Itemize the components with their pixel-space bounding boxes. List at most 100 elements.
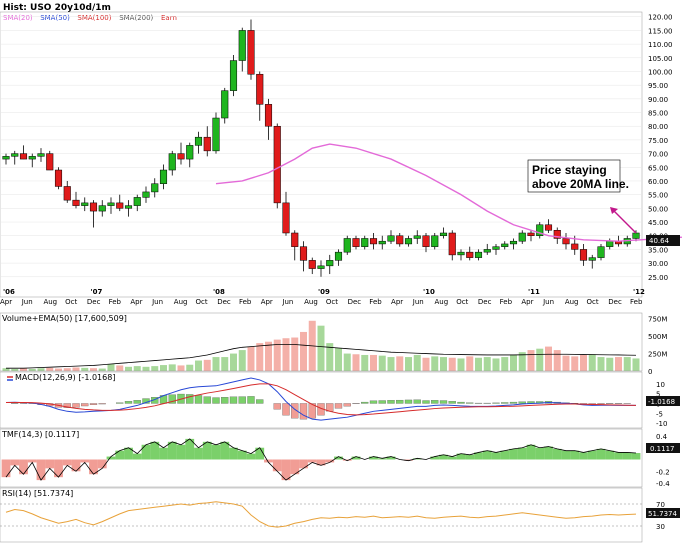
volume-bar <box>431 356 439 371</box>
candle-body <box>457 251 465 256</box>
candle-body <box>352 238 360 247</box>
candle-body <box>518 232 526 242</box>
candle-body <box>221 90 229 119</box>
volume-bar <box>588 354 596 371</box>
tmf-bar <box>54 459 63 478</box>
candle-body <box>527 232 535 236</box>
macd-histogram-bar <box>116 402 124 404</box>
x-year-label: '11 <box>528 288 540 296</box>
tmf-bar <box>386 456 396 460</box>
x-year-label: '09 <box>318 288 330 296</box>
candle-body <box>273 125 281 204</box>
price-tick-label: 105.00 <box>648 55 673 63</box>
tmf-bar <box>150 441 160 460</box>
rsi-label: RSI(14) [51.7374] <box>2 489 73 498</box>
x-month-label: Oct <box>65 298 77 306</box>
candle-body <box>413 235 421 239</box>
volume-bar <box>282 338 290 371</box>
x-month-label: Apr <box>130 298 142 306</box>
volume-bar <box>623 357 631 371</box>
macd-histogram-bar <box>299 403 308 420</box>
macd-histogram-bar <box>72 403 80 408</box>
macd-histogram-bar <box>247 396 255 404</box>
x-month-label: Feb <box>109 298 122 306</box>
candle-body <box>72 199 80 206</box>
tmf-bar <box>535 447 545 460</box>
tmf-bar <box>544 446 553 460</box>
candle-body <box>81 202 89 206</box>
candle-body <box>588 257 596 261</box>
tmf-bar <box>579 452 588 460</box>
x-month-label: Aug <box>174 298 188 306</box>
volume-bar <box>571 356 579 371</box>
price-tick-label: 85.00 <box>648 110 668 118</box>
candle-body <box>474 251 483 258</box>
candle-body <box>553 230 561 239</box>
candle-body <box>317 265 325 269</box>
price-tick-label: 80.00 <box>648 123 668 131</box>
tmf-bar <box>62 459 72 466</box>
tmf-bar <box>1 459 11 478</box>
volume-bar <box>11 368 19 371</box>
candle-body <box>264 104 273 127</box>
candle-body <box>448 232 456 256</box>
tmf-bar <box>439 454 448 460</box>
macd-histogram-bar <box>186 394 194 404</box>
volume-bar <box>396 356 404 371</box>
x-month-label: Aug <box>565 298 579 306</box>
tmf-tick-label: 0.4 <box>656 433 668 441</box>
volume-bar <box>81 367 89 371</box>
x-year-label: '08 <box>213 288 225 296</box>
x-month-label: Dec <box>348 298 362 306</box>
tmf-bar <box>369 456 378 460</box>
x-month-label: Oct <box>196 298 208 306</box>
volume-bar <box>230 353 237 371</box>
tmf-bar <box>132 453 142 460</box>
volume-bar <box>291 337 299 371</box>
candle-body <box>404 238 413 245</box>
price-tick-label: 115.00 <box>648 27 673 35</box>
volume-bar <box>142 366 150 371</box>
volume-bar <box>72 367 80 371</box>
macd-panel <box>0 371 643 429</box>
tmf-bar <box>500 450 510 460</box>
volume-bar <box>492 358 500 371</box>
macd-histogram-bar <box>422 400 430 404</box>
candle-body <box>439 232 448 236</box>
tmf-bar <box>316 459 326 466</box>
tmf-bar <box>71 459 81 472</box>
x-month-label: Apr <box>261 298 273 306</box>
tmf-bar <box>412 458 422 460</box>
candle-body <box>509 240 518 245</box>
volume-tick-label: 250M <box>648 351 667 359</box>
volume-bar <box>352 354 360 371</box>
candle-body <box>431 235 439 247</box>
volume-bar <box>413 354 421 371</box>
macd-signal-line <box>6 383 637 416</box>
candle-body <box>299 246 308 261</box>
macd-histogram-bar <box>396 399 404 404</box>
tmf-bar <box>465 454 475 460</box>
volume-bar <box>387 357 395 371</box>
tmf-bar <box>474 452 483 460</box>
macd-histogram-bar <box>509 401 518 404</box>
candle-body <box>151 183 159 193</box>
candle-body <box>544 224 553 231</box>
volume-bar <box>553 350 561 371</box>
volume-bar <box>55 368 62 371</box>
macd-label: MACD(12,26,9) [-1.0168] <box>15 373 115 382</box>
volume-bar <box>98 368 106 371</box>
sma20-line <box>215 143 682 242</box>
x-month-label: Feb <box>500 298 513 306</box>
candle-body <box>308 260 316 269</box>
tmf-bar <box>36 459 46 481</box>
candle-body <box>186 145 194 160</box>
candle-body <box>177 153 185 160</box>
tmf-bar <box>456 453 466 460</box>
tmf-bar <box>482 450 492 460</box>
candle-body <box>229 60 238 91</box>
volume-bar <box>203 359 211 371</box>
x-month-label: Apr <box>521 298 533 306</box>
macd-histogram-bar <box>273 403 281 410</box>
volume-bar <box>632 358 640 371</box>
